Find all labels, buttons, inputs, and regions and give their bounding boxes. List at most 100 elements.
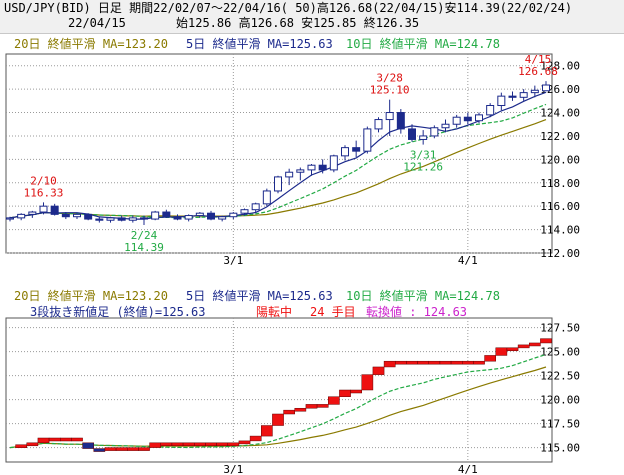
candle-body bbox=[117, 217, 126, 221]
candle-body bbox=[285, 171, 294, 178]
candle-body bbox=[251, 203, 260, 211]
candle-body bbox=[475, 114, 483, 122]
p2-xtick-label: 3/1 bbox=[223, 463, 243, 475]
candle-body bbox=[195, 212, 204, 217]
tlb-brick bbox=[529, 342, 541, 347]
p2-ytick-label: 120.00 bbox=[540, 394, 580, 407]
p1-ytick-label: 122.00 bbox=[540, 130, 580, 143]
tlb-brick bbox=[93, 448, 106, 452]
tlb-brick bbox=[383, 360, 396, 368]
tlb-brick bbox=[305, 404, 318, 409]
p1-ytick-label: 120.00 bbox=[540, 153, 580, 166]
p1-xtick-label: 4/1 bbox=[458, 254, 478, 267]
candle-body bbox=[374, 119, 383, 130]
candle-body bbox=[396, 112, 405, 130]
legend-ma5: 5日 終値平滑 MA=125.63 bbox=[186, 37, 333, 51]
candle-body bbox=[274, 176, 282, 192]
candle-body bbox=[50, 205, 59, 215]
candle-body bbox=[128, 217, 137, 221]
tlb-brick bbox=[115, 447, 128, 451]
p1-ytick-label: 128.00 bbox=[540, 60, 580, 73]
tlb-brick bbox=[283, 409, 296, 415]
candle-body bbox=[385, 112, 394, 121]
candle-body bbox=[530, 89, 539, 94]
tlb-brick bbox=[473, 360, 485, 365]
tlb-brick bbox=[428, 360, 441, 365]
candle-body bbox=[441, 123, 450, 129]
tlb-brick bbox=[171, 442, 184, 447]
header-date: 22/04/15 bbox=[68, 16, 126, 30]
candle-body bbox=[542, 84, 550, 92]
candle-body bbox=[39, 205, 48, 213]
tlb-brick bbox=[495, 347, 508, 356]
tlb-brick bbox=[506, 347, 519, 352]
tlb-brick bbox=[272, 413, 284, 426]
candle-body bbox=[430, 127, 439, 137]
tlb-brick bbox=[406, 360, 418, 365]
p2-ytick-label: 117.50 bbox=[540, 418, 580, 431]
p2-ytick-label: 115.00 bbox=[540, 442, 580, 455]
candle-body bbox=[497, 95, 506, 107]
candle-body bbox=[463, 116, 472, 122]
candle-body bbox=[184, 215, 193, 220]
tlb-brick bbox=[540, 338, 552, 344]
tlb-brick bbox=[48, 437, 61, 442]
tlb-brick bbox=[149, 442, 161, 448]
tlb-brick bbox=[138, 447, 150, 451]
tlb-status: 陽転中 bbox=[256, 305, 293, 319]
tlb-brick bbox=[238, 440, 251, 445]
tlb-brick bbox=[361, 374, 374, 391]
candle-body bbox=[229, 212, 238, 218]
candle-body bbox=[218, 216, 227, 220]
candle-body bbox=[140, 217, 148, 220]
candle-body bbox=[486, 105, 495, 116]
header-title: USD/JPY(BID) 日足 期間22/02/07～22/04/16( 50)… bbox=[4, 1, 573, 15]
candle-body bbox=[452, 116, 461, 125]
candle-body bbox=[408, 128, 416, 140]
candle-body bbox=[240, 209, 249, 214]
candle-body bbox=[173, 216, 182, 220]
candle-body bbox=[419, 135, 428, 140]
candle-body bbox=[508, 95, 517, 98]
candle-body bbox=[61, 213, 70, 218]
tlb-brick bbox=[294, 407, 307, 412]
tlb-brick bbox=[395, 360, 407, 365]
tlb-brick bbox=[462, 360, 474, 365]
p2-plot-area bbox=[5, 317, 553, 463]
candle-body bbox=[318, 164, 327, 171]
tlb-brick bbox=[261, 425, 273, 437]
tlb-brick bbox=[484, 355, 497, 362]
tlb-brick bbox=[450, 360, 463, 365]
tlb-brick bbox=[15, 444, 27, 448]
candle-body bbox=[17, 213, 26, 219]
candle-body bbox=[162, 211, 171, 218]
p1-ytick-label: 116.00 bbox=[540, 200, 580, 213]
tlb-brick bbox=[60, 437, 72, 442]
p2-ytick-label: 122.50 bbox=[540, 370, 580, 383]
p1-ytick-label: 112.00 bbox=[540, 247, 580, 260]
p1-ytick-label: 114.00 bbox=[540, 224, 580, 237]
candle-body bbox=[519, 92, 528, 98]
annotation-value: 114.39 bbox=[124, 241, 164, 254]
annotation-date: 4/15 bbox=[525, 53, 552, 66]
tlb-brick bbox=[372, 366, 385, 375]
tlb-brick bbox=[350, 389, 363, 394]
candle-body bbox=[296, 169, 305, 173]
candle-body bbox=[307, 164, 316, 171]
tlb-count: 24 手目 bbox=[310, 305, 356, 319]
p1-ytick-label: 124.00 bbox=[540, 107, 580, 120]
candle-body bbox=[207, 212, 215, 220]
tlb-reversal: 転換値 : 124.63 bbox=[366, 305, 468, 319]
candle-body bbox=[363, 128, 372, 152]
tlb-brick bbox=[82, 442, 95, 449]
annotation-value: 121.26 bbox=[403, 161, 443, 174]
annotation-date: 3/31 bbox=[410, 149, 437, 162]
candle-body bbox=[84, 213, 93, 220]
candle-body bbox=[262, 190, 271, 205]
tlb-brick bbox=[205, 442, 217, 447]
p1-ytick-label: 118.00 bbox=[540, 177, 580, 190]
candle-body bbox=[95, 218, 104, 221]
ma20-line bbox=[9, 119, 547, 219]
tlb-brick bbox=[160, 442, 173, 447]
